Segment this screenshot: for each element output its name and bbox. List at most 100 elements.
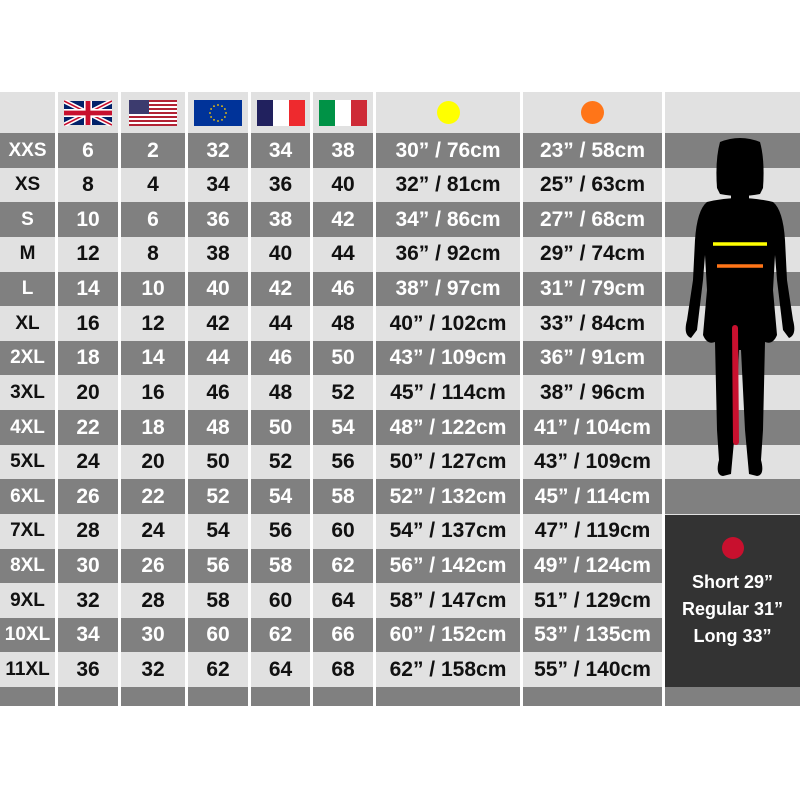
cell-fr: 58	[251, 548, 310, 584]
cell-us: 22	[121, 479, 185, 515]
cell-fr: 52	[251, 444, 310, 480]
cell-it: 44	[313, 236, 373, 272]
cell-waist: 29” / 74cm	[523, 236, 662, 272]
cell-it: 58	[313, 479, 373, 515]
cell-us: 32	[121, 652, 185, 688]
cell-size: 11XL	[0, 652, 55, 688]
cell-eu: 52	[188, 479, 248, 515]
cell-size: 10XL	[0, 617, 55, 653]
cell-fr: 48	[251, 375, 310, 411]
cell-waist: 25” / 63cm	[523, 167, 662, 203]
cell-bust: 30” / 76cm	[376, 133, 520, 169]
cell-fr: 54	[251, 479, 310, 515]
header-cell	[376, 92, 520, 133]
cell-bust: 56” / 142cm	[376, 548, 520, 584]
cell-uk: 36	[58, 652, 118, 688]
inseam-long: Long 33”	[693, 626, 772, 646]
cell-us: 30	[121, 617, 185, 653]
eu-flag-icon	[194, 99, 242, 126]
header-cell	[188, 92, 248, 133]
footer-cell	[0, 687, 55, 706]
cell-fr: 44	[251, 306, 310, 342]
cell-bust: 54” / 137cm	[376, 513, 520, 549]
cell-bust: 36” / 92cm	[376, 236, 520, 272]
header-cell	[121, 92, 185, 133]
footer-cell	[376, 687, 520, 706]
cell-waist: 55” / 140cm	[523, 652, 662, 688]
cell-us: 26	[121, 548, 185, 584]
cell-uk: 28	[58, 513, 118, 549]
cell-eu: 40	[188, 271, 248, 307]
cell-it: 60	[313, 513, 373, 549]
cell-waist: 27” / 68cm	[523, 202, 662, 238]
cell-waist: 23” / 58cm	[523, 133, 662, 169]
cell-bust: 43” / 109cm	[376, 340, 520, 376]
cell-fr: 64	[251, 652, 310, 688]
cell-uk: 16	[58, 306, 118, 342]
cell-fr: 36	[251, 167, 310, 203]
cell-us: 28	[121, 583, 185, 619]
cell-eu: 34	[188, 167, 248, 203]
cell-eu: 56	[188, 548, 248, 584]
woman-silhouette-icon	[685, 138, 795, 476]
cell-eu: 44	[188, 340, 248, 376]
cell-bust: 45” / 114cm	[376, 375, 520, 411]
cell-bust: 48” / 122cm	[376, 410, 520, 446]
cell-it: 64	[313, 583, 373, 619]
cell-it: 66	[313, 617, 373, 653]
cell-waist: 38” / 96cm	[523, 375, 662, 411]
figure-band	[665, 479, 800, 515]
cell-it: 56	[313, 444, 373, 480]
cell-us: 4	[121, 167, 185, 203]
cell-eu: 54	[188, 513, 248, 549]
cell-eu: 36	[188, 202, 248, 238]
cell-uk: 22	[58, 410, 118, 446]
cell-fr: 38	[251, 202, 310, 238]
cell-it: 46	[313, 271, 373, 307]
cell-us: 6	[121, 202, 185, 238]
cell-uk: 30	[58, 548, 118, 584]
cell-it: 52	[313, 375, 373, 411]
waist-marker-dot	[581, 101, 604, 124]
italy-flag-icon	[319, 99, 367, 126]
cell-waist: 53” / 135cm	[523, 617, 662, 653]
france-flag-icon	[256, 99, 305, 126]
cell-it: 54	[313, 410, 373, 446]
cell-us: 8	[121, 236, 185, 272]
cell-waist: 41” / 104cm	[523, 410, 662, 446]
cell-size: M	[0, 236, 55, 272]
cell-it: 40	[313, 167, 373, 203]
cell-uk: 26	[58, 479, 118, 515]
footer-cell	[251, 687, 310, 706]
cell-size: 5XL	[0, 444, 55, 480]
cell-it: 42	[313, 202, 373, 238]
cell-bust: 32” / 81cm	[376, 167, 520, 203]
cell-size: 4XL	[0, 410, 55, 446]
header-cell	[251, 92, 310, 133]
cell-it: 68	[313, 652, 373, 688]
inseam-regular: Regular 31”	[681, 599, 784, 619]
cell-eu: 46	[188, 375, 248, 411]
cell-uk: 24	[58, 444, 118, 480]
cell-waist: 49” / 124cm	[523, 548, 662, 584]
cell-fr: 40	[251, 236, 310, 272]
cell-uk: 14	[58, 271, 118, 307]
cell-uk: 20	[58, 375, 118, 411]
cell-size: 8XL	[0, 548, 55, 584]
cell-fr: 34	[251, 133, 310, 169]
cell-waist: 47” / 119cm	[523, 513, 662, 549]
inseam-marker-dot	[721, 537, 744, 559]
cell-us: 18	[121, 410, 185, 446]
inseam-legend: Short 29” Regular 31” Long 33”	[665, 515, 800, 687]
cell-fr: 42	[251, 271, 310, 307]
cell-waist: 31” / 79cm	[523, 271, 662, 307]
inseam-short: Short 29”	[691, 572, 774, 592]
footer-cell	[121, 687, 185, 706]
cell-eu: 50	[188, 444, 248, 480]
cell-bust: 38” / 97cm	[376, 271, 520, 307]
footer-cell	[313, 687, 373, 706]
cell-it: 38	[313, 133, 373, 169]
cell-uk: 34	[58, 617, 118, 653]
bust-marker-dot	[436, 101, 460, 124]
